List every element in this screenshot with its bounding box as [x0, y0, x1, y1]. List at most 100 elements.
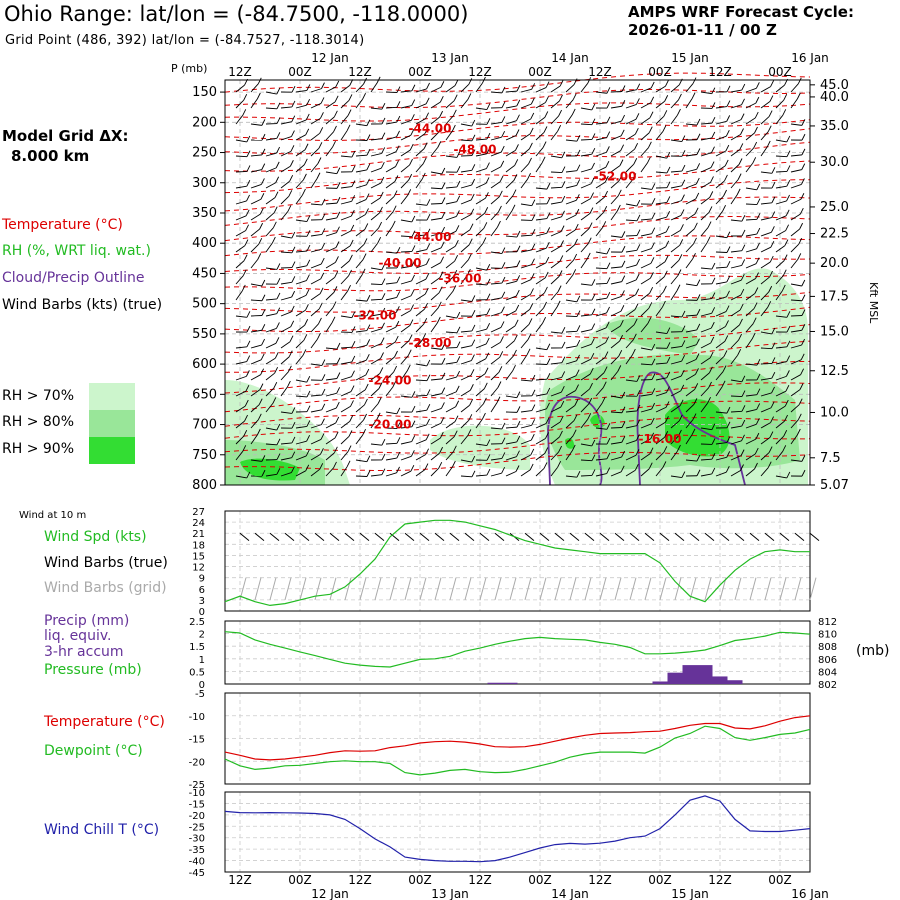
wind-barb-feather — [286, 380, 291, 388]
wind-barb — [265, 443, 278, 446]
pressure-line — [224, 631, 811, 668]
wind-barb — [235, 475, 247, 479]
wind-barb-feather — [396, 101, 401, 108]
wind-barb-feather — [620, 129, 625, 137]
wind-barb-feather — [664, 431, 669, 438]
wind-barb-feather — [605, 336, 610, 343]
wind-barb-feather — [678, 429, 682, 437]
wind-barb — [235, 315, 247, 318]
wind-barb-feather — [426, 359, 431, 367]
time-tick-bottom: 00Z — [408, 873, 432, 887]
wind-barb-feather — [471, 178, 476, 186]
wind-barb — [250, 283, 262, 287]
wind-barb — [685, 228, 695, 237]
wind-barb-feather — [377, 397, 382, 404]
wind-barb-feather — [740, 128, 744, 135]
wind-barb — [355, 83, 364, 93]
pressure-right-tick: 802 — [818, 680, 837, 691]
wind-barb-feather — [366, 163, 371, 171]
wind-barb-feather — [336, 211, 341, 219]
wind-barb-feather — [381, 293, 386, 300]
wind-barb — [325, 437, 336, 445]
wind-barb-feather — [364, 223, 369, 230]
value-tick-label: 0 — [199, 680, 205, 691]
wind-barb — [430, 422, 442, 429]
wind-speed-line — [224, 519, 810, 607]
wind-barb — [535, 468, 545, 477]
legend-precip-liq: liq. equiv. — [44, 628, 112, 644]
wind-barb-feather — [276, 277, 281, 285]
wind-barb-feather — [261, 279, 266, 287]
wind-barb-feather — [797, 77, 802, 84]
wind-barb-feather — [771, 357, 776, 364]
wind-barb-feather — [453, 94, 458, 101]
wind-barb — [595, 427, 607, 430]
wind-barb-feather — [241, 284, 246, 292]
wind-barb-feather — [665, 240, 670, 248]
wind-barbs — [235, 76, 806, 479]
wind-barb-feather — [801, 148, 806, 156]
wind-barb — [340, 406, 351, 413]
wind-barb-feather — [276, 102, 281, 110]
precip-bar — [667, 672, 683, 684]
wind-barb-feather — [543, 301, 547, 309]
wind-barb-feather — [406, 364, 411, 372]
wind-barb-true — [374, 532, 385, 542]
cross-section-frame — [224, 79, 811, 486]
wind-barb-feather — [558, 445, 563, 453]
wind-barb — [475, 283, 487, 286]
wind-barb-feather — [274, 366, 279, 374]
p-axis-label: P (mb) — [171, 62, 208, 75]
wind-barb-feather — [321, 374, 326, 381]
wind-barb — [505, 441, 517, 445]
wind-barb — [535, 347, 547, 351]
wind-barb-feather — [422, 157, 427, 164]
wind-barb-feather — [710, 336, 715, 344]
wind-barb — [430, 203, 443, 205]
wind-barb — [505, 90, 518, 93]
wind-barb — [730, 455, 742, 461]
wind-barb-grid — [449, 577, 457, 601]
wind-barb-grid — [419, 577, 427, 601]
wind-barb-feather — [320, 257, 325, 265]
wind-barb — [655, 115, 665, 125]
wind-barb-feather — [304, 143, 309, 150]
wind-barb — [265, 227, 274, 237]
wind-barb-feather — [291, 466, 295, 473]
wind-barb-feather — [425, 433, 430, 440]
wind-barb — [475, 388, 485, 397]
wind-barb — [535, 292, 545, 301]
wind-barb-feather — [711, 102, 716, 109]
wind-barb-feather — [646, 156, 651, 164]
wind-barb — [670, 229, 681, 237]
wind-barb — [250, 198, 262, 205]
wind-barb-feather — [604, 190, 608, 198]
wind-barb-feather — [666, 181, 671, 188]
wind-barb — [760, 452, 770, 461]
wind-barb-feather — [617, 189, 622, 196]
wind-barb — [715, 120, 727, 125]
wind-barb — [565, 390, 576, 397]
wind-barb-feather — [471, 119, 476, 127]
wind-barb — [310, 363, 322, 367]
wind-barb-feather — [752, 317, 757, 324]
wind-barb-feather — [651, 198, 656, 205]
wind-barb-feather — [663, 446, 668, 453]
wind-barb — [700, 402, 708, 413]
time-tick-bottom: 00Z — [528, 873, 552, 887]
wind-barb-feather — [754, 111, 759, 119]
wind-barb — [235, 260, 245, 269]
wind-barb — [775, 215, 787, 221]
wind-barb-feather — [303, 334, 308, 341]
wind-barb — [715, 210, 723, 221]
wind-barb — [430, 347, 442, 350]
wind-barb-feather — [320, 97, 325, 104]
wind-barb — [520, 469, 531, 477]
wind-barb-feather — [261, 148, 266, 156]
wind-barb — [775, 390, 787, 397]
wind-barb-feather — [468, 414, 473, 421]
wind-barb — [310, 453, 321, 461]
wind-barb — [310, 308, 320, 317]
wind-barb — [790, 344, 802, 349]
model-grid-dx: 8.000 km — [11, 147, 90, 165]
